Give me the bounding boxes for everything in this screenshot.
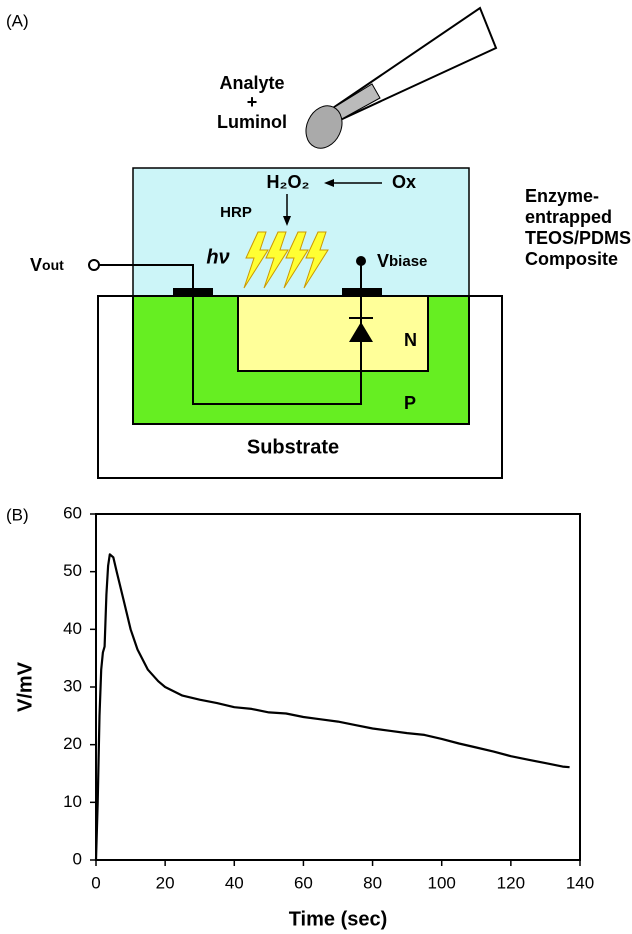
x-tick-label: 140 (566, 873, 594, 892)
v: V (377, 251, 389, 271)
v: V (30, 255, 42, 275)
x-tick-label: 0 (91, 873, 100, 892)
pad (342, 288, 382, 297)
y-tick-label: 60 (63, 503, 82, 522)
arrow-head (283, 216, 291, 226)
composite-label: Composite (525, 249, 618, 269)
terminal (356, 256, 366, 266)
x-tick-label: 20 (156, 873, 175, 892)
y-axis-label: V/mV (14, 661, 36, 712)
droplet (305, 105, 343, 149)
data-line (94, 553, 570, 861)
diode (349, 322, 373, 342)
y-tick-label: 30 (63, 676, 82, 695)
sub: out (42, 257, 64, 273)
composite-label: Enzyme- (525, 186, 599, 206)
y-tick-label: 10 (63, 792, 82, 811)
y-tick-label: 20 (63, 734, 82, 753)
plus-label: + (247, 92, 258, 112)
x-tick-label: 40 (225, 873, 244, 892)
x-tick-label: 100 (428, 873, 456, 892)
plot-frame (95, 513, 581, 861)
panel-label: (B) (6, 505, 29, 524)
luminol-label: Luminol (217, 112, 287, 132)
wire (98, 264, 362, 405)
hrp-label: HRP (220, 204, 252, 221)
terminal (88, 259, 100, 271)
p-label: P (404, 393, 416, 413)
y-tick-label: 50 (63, 561, 82, 580)
composite-label: TEOS/PDMS (525, 228, 631, 248)
light-bolts (243, 231, 329, 289)
x-tick-label: 120 (497, 873, 525, 892)
vbiase-label: Vbiase (377, 251, 427, 271)
y-tick-label: 40 (63, 619, 82, 638)
sub: biase (389, 253, 427, 270)
y-tick-label: 0 (73, 849, 82, 868)
vout-label: Vout (30, 255, 64, 275)
arrow-head (324, 179, 334, 187)
n-label: N (404, 330, 417, 350)
hv-label: hν (206, 246, 229, 268)
x-axis-label: Time (sec) (289, 908, 388, 930)
panel-label: (A) (6, 11, 29, 30)
x-tick-label: 80 (363, 873, 382, 892)
n-region (237, 295, 429, 372)
h2o2-label: H₂O₂ (267, 172, 310, 192)
substrate-label: Substrate (247, 436, 339, 458)
composite-label: entrapped (525, 207, 612, 227)
analyte-label: Analyte (219, 73, 284, 93)
x-tick-label: 60 (294, 873, 313, 892)
ox-label: Ox (392, 172, 416, 192)
